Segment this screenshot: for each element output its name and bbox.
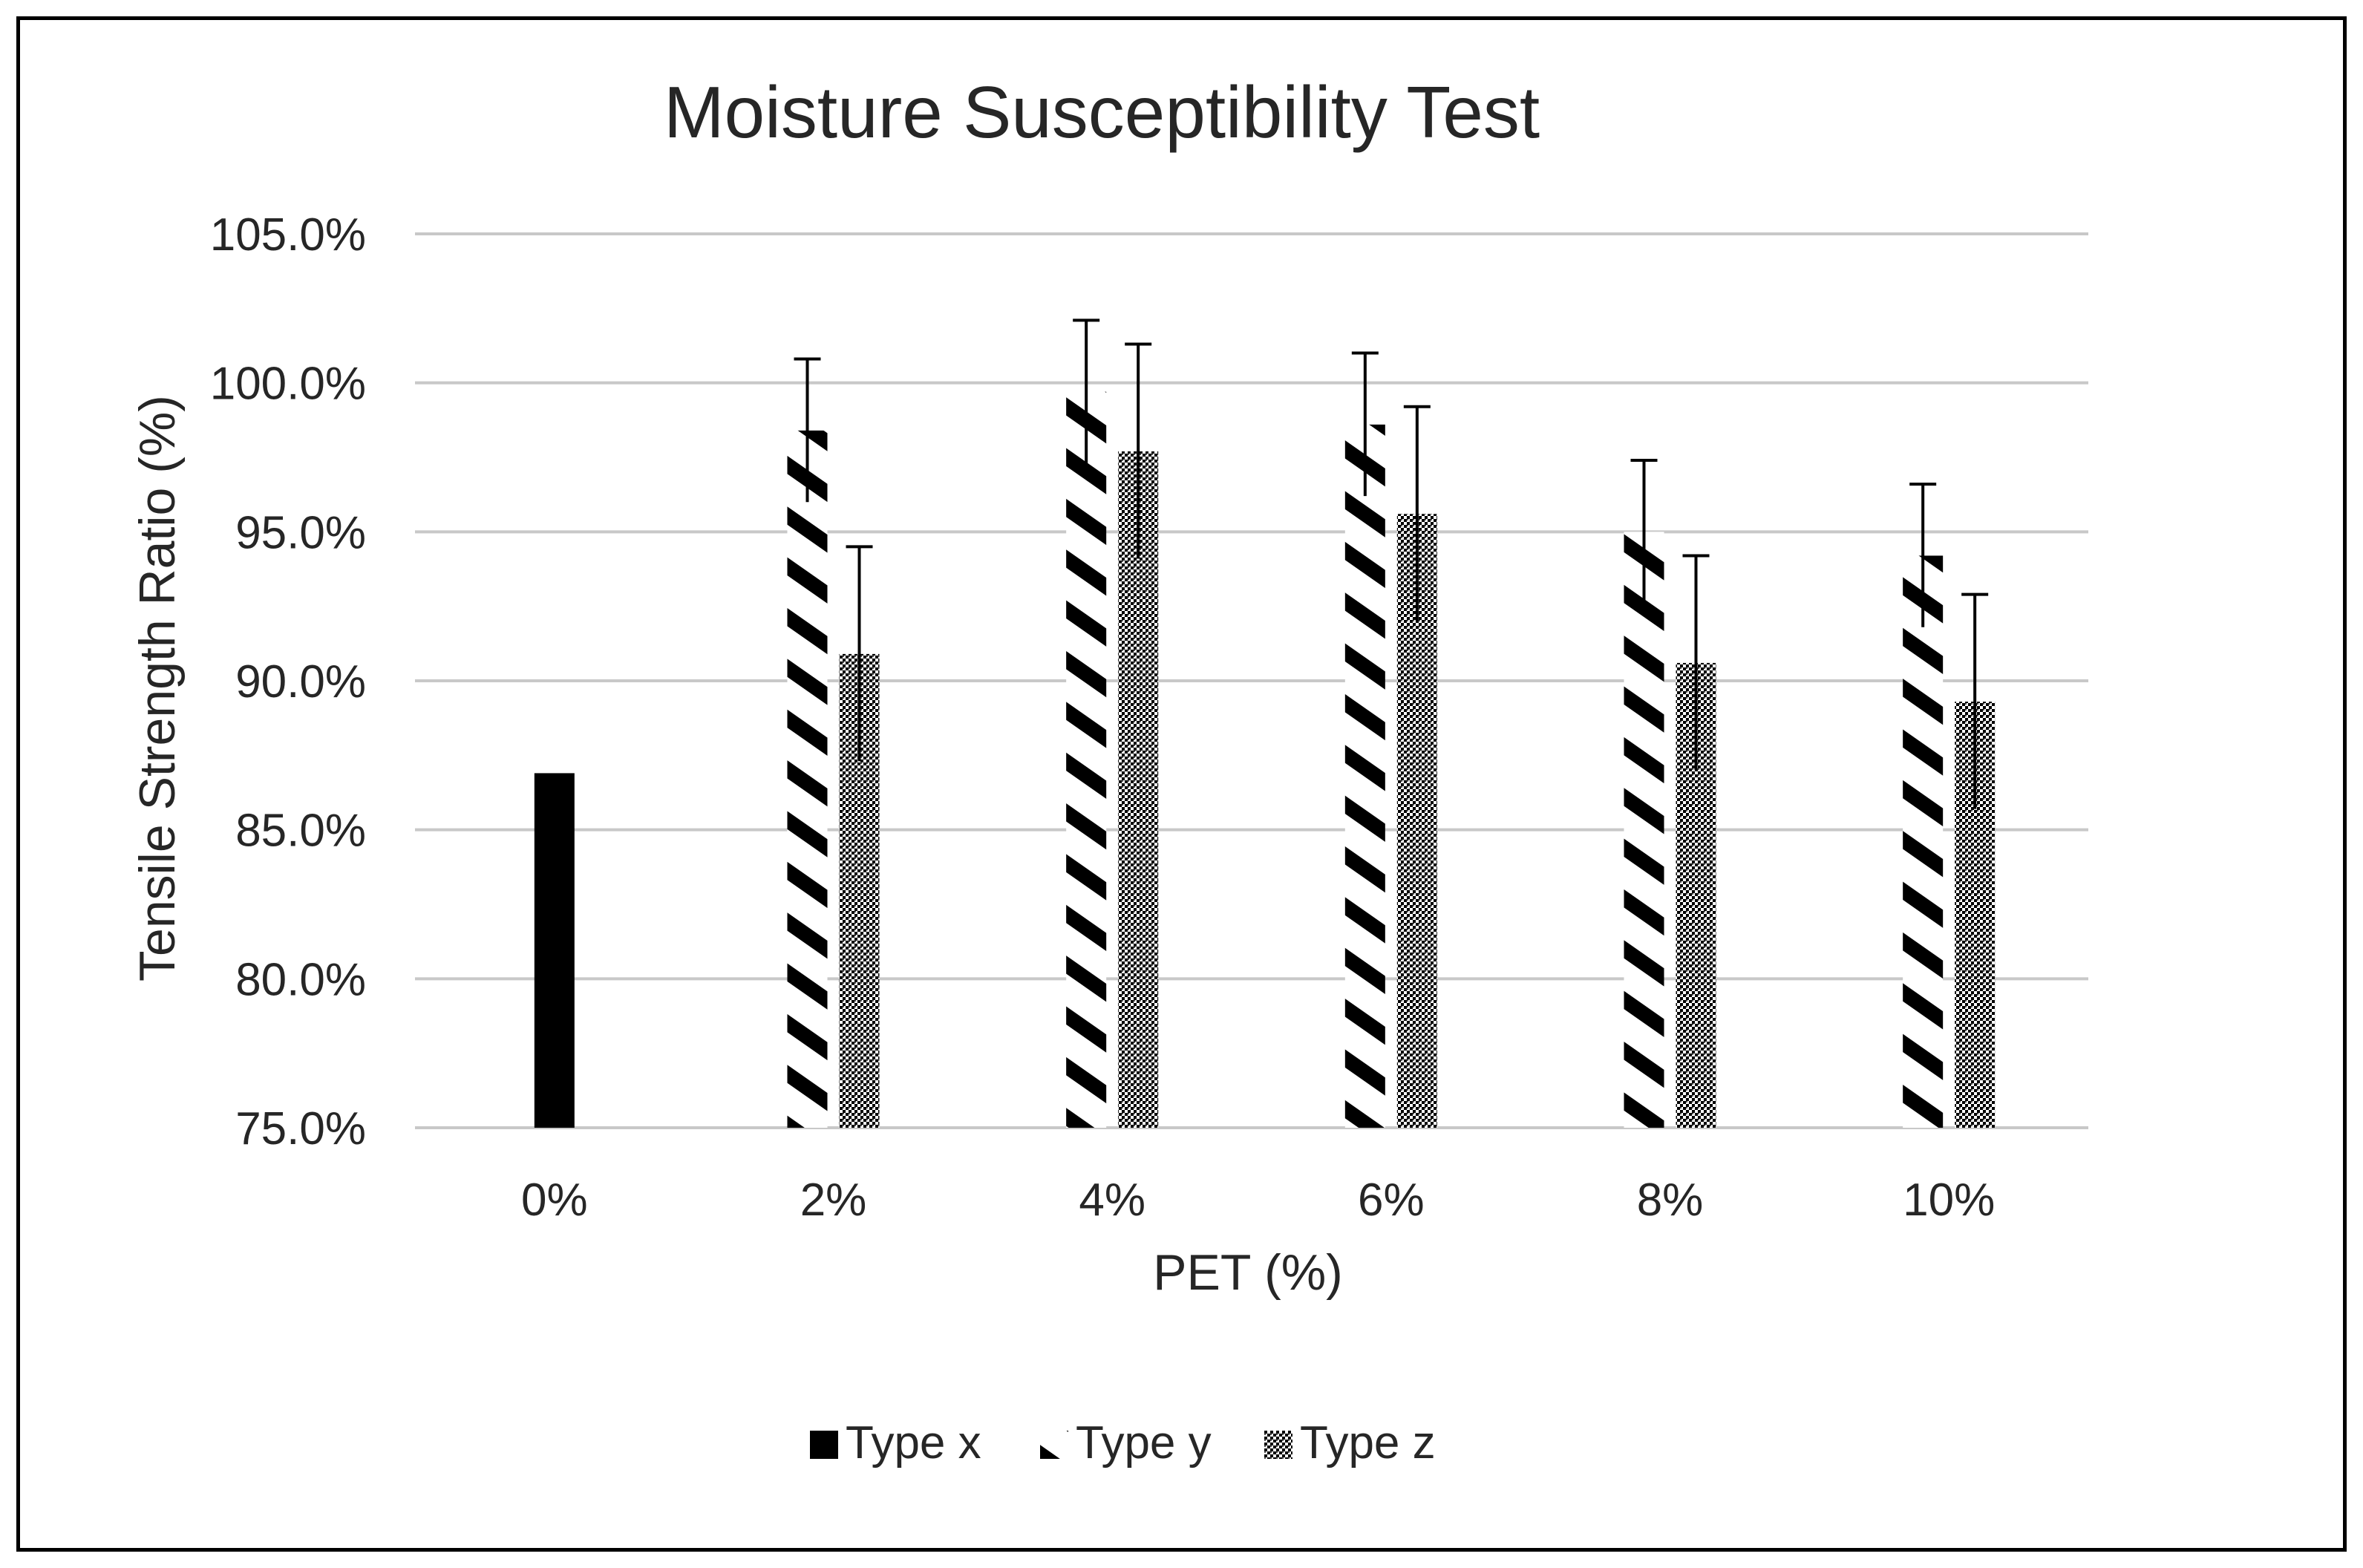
bar (787, 430, 828, 1128)
chart-svg: Moisture Susceptibility Test 75.0% 80.0% 8… (129, 71, 2088, 1469)
bar (1118, 451, 1159, 1128)
chart-title: Moisture Susceptibility Test (664, 71, 1540, 153)
y-axis-label: Tensile Strength Ratio (%) (129, 395, 186, 981)
grid-lines (415, 232, 2088, 1129)
x-axis-ticks: 0% 2% 4% 6% 8% 10% (521, 1175, 1995, 1226)
bar (1066, 391, 1107, 1128)
x-tick-label: 6% (1358, 1175, 1425, 1226)
x-tick-label: 10% (1903, 1175, 1995, 1226)
legend-label: Type x (846, 1417, 981, 1469)
legend-label: Type z (1300, 1417, 1436, 1469)
y-tick-label: 100.0% (210, 359, 366, 410)
legend: Type x Type y Type z (810, 1417, 1436, 1469)
bars (534, 391, 1996, 1128)
x-tick-label: 0% (521, 1175, 588, 1226)
chart-frame: Moisture Susceptibility Test 75.0% 80.0% 8… (16, 16, 2347, 1552)
legend-swatch (1264, 1431, 1292, 1459)
y-tick-label: 75.0% (235, 1103, 366, 1154)
bar (1624, 532, 1664, 1128)
legend-swatch (1040, 1431, 1068, 1459)
y-axis-ticks: 75.0% 80.0% 85.0% 90.0% 95.0% 100.0% 105.0% (210, 209, 366, 1154)
bar (1344, 424, 1385, 1128)
x-tick-label: 4% (1079, 1175, 1145, 1226)
error-bars (794, 318, 1989, 809)
x-axis-label: PET (%) (1153, 1244, 1343, 1301)
legend-label: Type y (1076, 1417, 1212, 1469)
y-tick-label: 95.0% (235, 507, 366, 558)
bar (534, 773, 575, 1128)
y-tick-label: 105.0% (210, 209, 366, 261)
x-tick-label: 8% (1637, 1175, 1704, 1226)
y-tick-label: 90.0% (235, 656, 366, 708)
legend-swatch (810, 1431, 838, 1459)
y-tick-label: 85.0% (235, 806, 366, 857)
y-tick-label: 80.0% (235, 954, 366, 1005)
bar (1903, 555, 1944, 1128)
x-tick-label: 2% (800, 1175, 867, 1226)
